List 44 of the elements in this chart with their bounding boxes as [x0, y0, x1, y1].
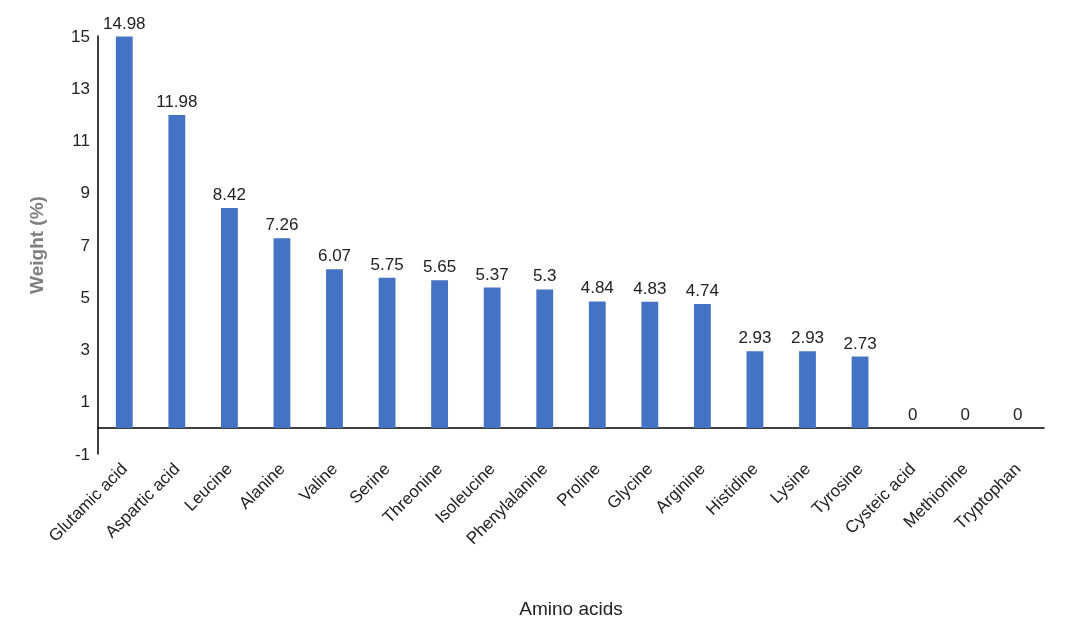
data-label: 6.07 [317, 246, 352, 266]
data-label: 11.98 [156, 91, 198, 111]
data-label: 4.83 [633, 278, 667, 298]
bar [378, 277, 396, 428]
data-label: 0 [1012, 404, 1023, 424]
data-label: 4.84 [580, 278, 614, 298]
bar [746, 351, 764, 428]
y-tick-label: 11 [72, 131, 90, 150]
bar [326, 269, 343, 428]
data-label: 2.93 [790, 328, 825, 348]
y-tick-label: 7 [80, 235, 90, 255]
y-axis-title: Weight (%) [26, 196, 47, 294]
data-label: 5.3 [532, 266, 557, 286]
data-label: 5.37 [475, 264, 509, 284]
bar [588, 301, 606, 428]
bar [220, 207, 238, 428]
data-label: 4.74 [685, 281, 719, 301]
data-label: 0 [960, 404, 970, 424]
y-tick-label: -1 [74, 444, 90, 464]
data-label: 14.98 [103, 13, 146, 33]
bar [851, 356, 869, 428]
bar [115, 36, 133, 428]
bar [799, 351, 816, 428]
data-label: 7.26 [265, 215, 299, 235]
bar [483, 287, 501, 428]
data-label: 5.65 [423, 257, 457, 277]
bar [641, 301, 659, 428]
bar [168, 114, 186, 428]
bar [693, 304, 711, 428]
bar [273, 238, 291, 428]
y-tick-label: 5 [80, 287, 90, 307]
bar [431, 280, 449, 428]
data-label: 5.75 [370, 254, 404, 274]
data-label: 8.42 [212, 184, 246, 204]
data-label: 0 [907, 404, 918, 424]
y-tick-label: 3 [80, 340, 90, 359]
data-label: 2.73 [843, 333, 877, 353]
bar [536, 289, 554, 428]
y-tick-label: 9 [80, 183, 90, 203]
x-axis-title: Amino acids [519, 598, 623, 619]
y-tick-label: 13 [71, 78, 90, 98]
y-tick-label: 15 [71, 26, 90, 46]
y-tick-label: 1 [80, 392, 90, 412]
data-label: 2.93 [738, 328, 772, 348]
